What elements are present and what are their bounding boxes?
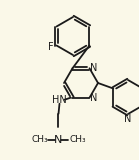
Text: CH₃: CH₃ [31,135,48,144]
Text: CH₃: CH₃ [69,135,86,144]
Text: N: N [124,114,132,124]
Text: N: N [54,135,63,145]
Text: HN: HN [52,95,67,105]
Text: F: F [48,41,53,52]
Text: N: N [90,93,97,103]
Text: N: N [90,63,97,73]
